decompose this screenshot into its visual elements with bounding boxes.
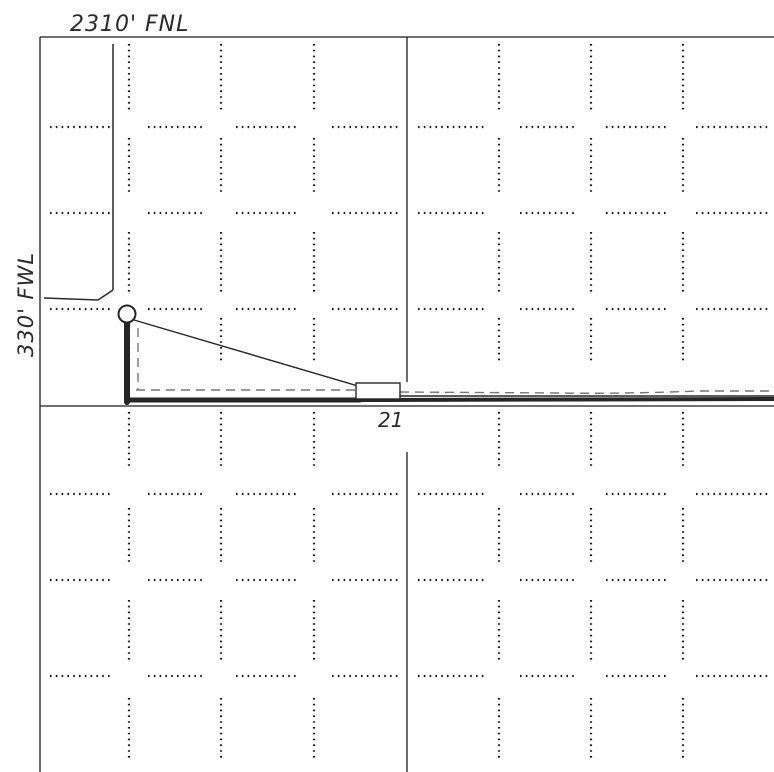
- section-outline: [39, 36, 774, 772]
- dotted-grid: [50, 44, 768, 760]
- fwl-measure-line: [43, 289, 114, 301]
- fnl-label: 2310' FNL: [70, 12, 189, 37]
- diagonal-connector: [133, 319, 359, 387]
- wellbore-path: [124, 319, 774, 405]
- footage-callouts: [43, 44, 114, 301]
- lateral-heavy-line-b: [358, 397, 774, 402]
- well-surface-location-icon: [117, 304, 137, 324]
- dashed-lateral: [136, 328, 774, 394]
- section-number-label: 21: [378, 408, 403, 432]
- bottom-hole-location-box: [355, 382, 401, 400]
- fwl-label: 330' FWL: [14, 252, 38, 357]
- dashed-lateral-long: [399, 390, 774, 394]
